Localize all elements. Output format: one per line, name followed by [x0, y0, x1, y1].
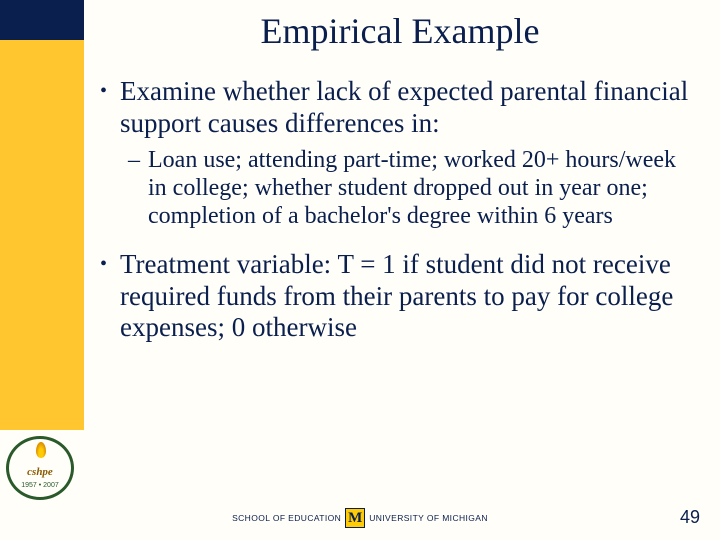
bullet-item: • Treatment variable: T = 1 if student d…	[98, 249, 696, 345]
page-number: 49	[680, 507, 700, 528]
bullet-text: Treatment variable: T = 1 if student did…	[120, 249, 696, 345]
slide: Empirical Example • Examine whether lack…	[0, 0, 720, 540]
slide-content: • Examine whether lack of expected paren…	[98, 76, 696, 350]
block-m-icon	[345, 508, 365, 528]
bullet-marker: •	[98, 249, 120, 345]
footer-left-text: SCHOOL OF EDUCATION	[232, 513, 341, 523]
footer-right-text: UNIVERSITY OF MICHIGAN	[369, 513, 488, 523]
bullet-marker: –	[128, 146, 148, 231]
bullet-text: Loan use; attending part-time; worked 20…	[148, 146, 696, 231]
bullet-item: – Loan use; attending part-time; worked …	[128, 146, 696, 231]
bullet-marker: •	[98, 76, 120, 140]
slide-title: Empirical Example	[100, 10, 700, 52]
bullet-text: Examine whether lack of expected parenta…	[120, 76, 696, 140]
bullet-item: • Examine whether lack of expected paren…	[98, 76, 696, 140]
footer-institution-logo: SCHOOL OF EDUCATION UNIVERSITY OF MICHIG…	[230, 508, 490, 528]
